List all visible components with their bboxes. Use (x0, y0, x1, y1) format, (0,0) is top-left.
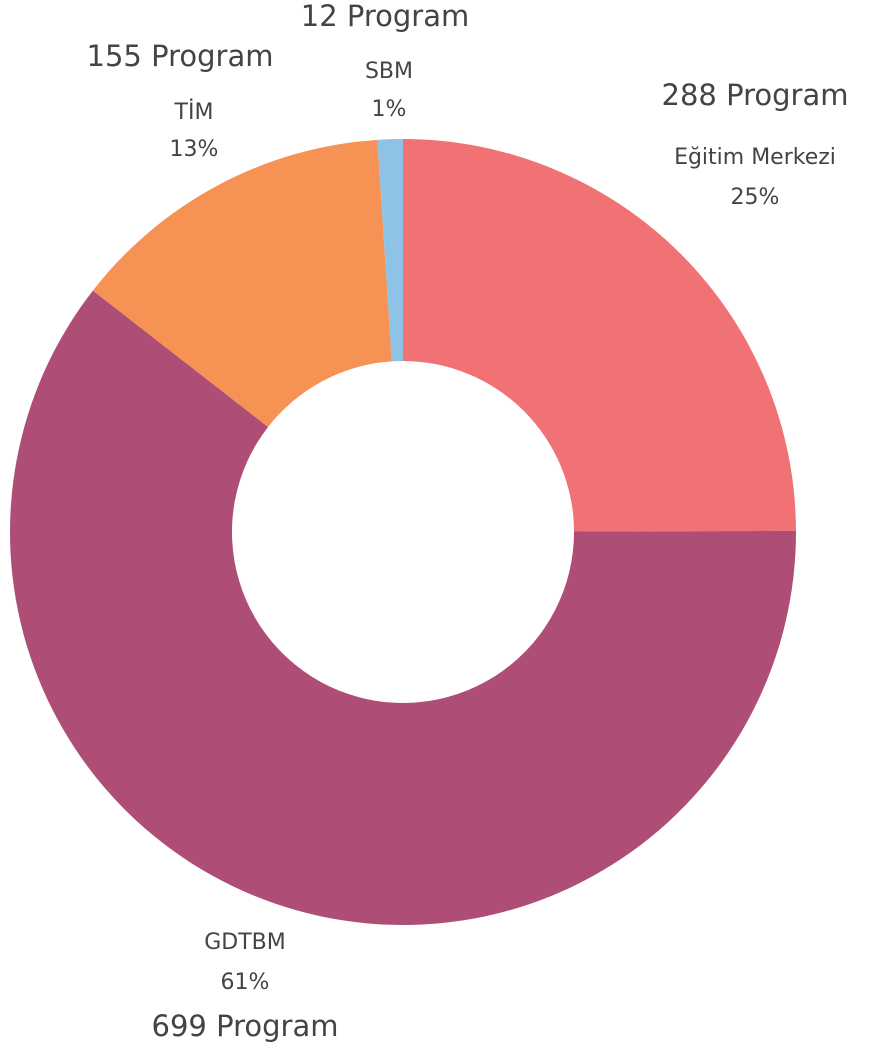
percent-label: 25% (731, 185, 780, 210)
slice (403, 139, 796, 532)
percent-label: 61% (221, 970, 270, 995)
category-label: Eğitim Merkezi (674, 145, 836, 170)
category-label: GDTBM (204, 930, 286, 955)
percent-label: 1% (372, 97, 407, 122)
slice (92, 139, 392, 427)
value-label: 155 Program (87, 39, 274, 73)
value-label: 12 Program (301, 0, 469, 33)
value-label: 288 Program (662, 78, 849, 112)
slice (10, 290, 796, 925)
value-label: 699 Program (152, 1009, 339, 1043)
percent-label: 13% (170, 137, 219, 162)
category-label: SBM (365, 59, 413, 84)
category-label: TİM (174, 99, 214, 125)
slice (377, 139, 403, 362)
